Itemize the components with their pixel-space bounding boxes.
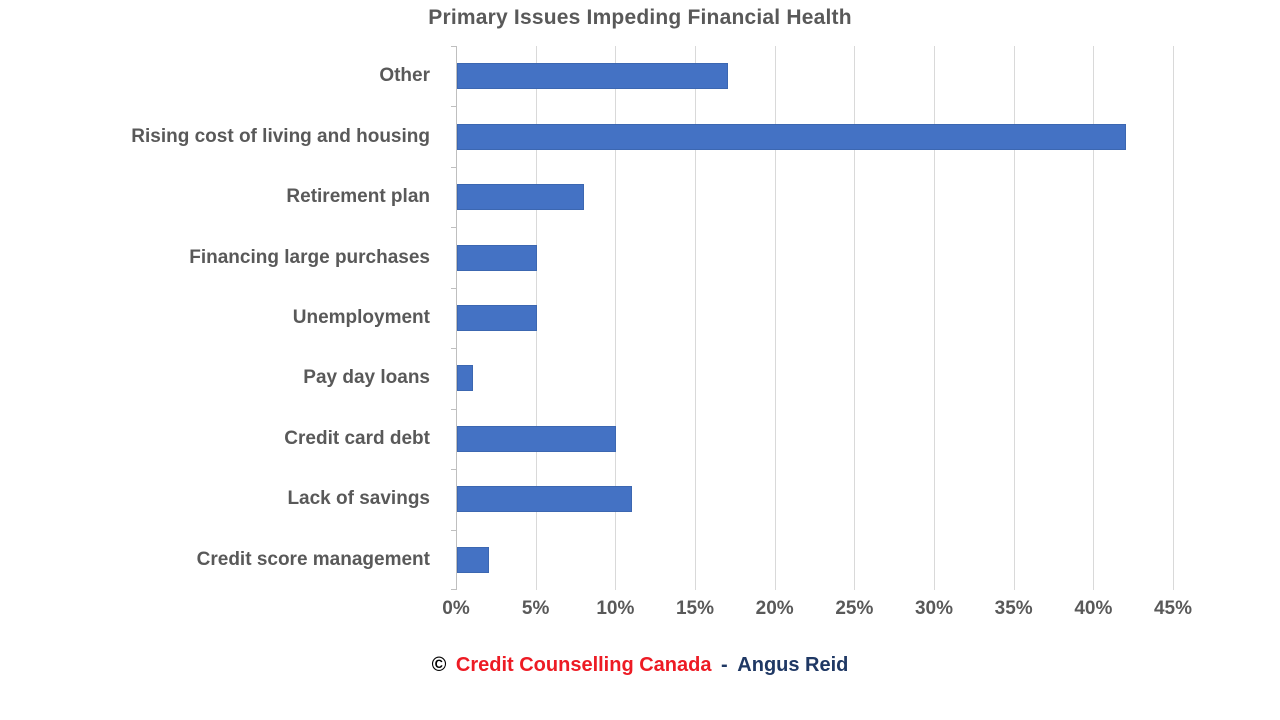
category-axis-tick [451,408,457,410]
category-axis-tick [451,46,457,47]
bar [457,184,585,211]
x-tick-label: 45% [1153,598,1193,619]
bar-row [457,106,1174,166]
bar-row [457,167,1174,227]
gridline [1093,46,1095,590]
category-label: Other [379,65,430,87]
category-axis-tick [451,287,457,289]
category-axis-tick [451,106,457,108]
gridline [933,46,935,590]
x-tick-label: 20% [755,598,794,619]
category-label: Credit card debt [284,427,430,449]
category-axis-tick [451,227,457,229]
category-axis-tick [451,529,457,531]
x-tick-label: 0% [442,598,470,619]
x-tick-label: 10% [596,598,635,619]
x-tick-label: 40% [1074,598,1113,619]
bar [457,123,1127,150]
x-tick-label: 5% [521,598,550,619]
category-label: Financing large purchases [189,246,430,268]
footer-separator: - [721,654,728,676]
category-axis-tick [451,469,457,471]
bar [457,244,537,271]
bar-row [457,227,1174,287]
category-label: Retirement plan [286,186,430,208]
x-tick-label: 25% [835,598,874,619]
footer-source-secondary: Angus Reid [737,654,849,676]
bar-row [457,469,1174,529]
bar [457,304,537,331]
chart-title: Primary Issues Impeding Financial Health [428,6,852,29]
plot-area [451,46,1174,590]
bar-row [457,409,1174,469]
bar-row [457,46,1174,106]
footer-source-primary: Credit Counselling Canada [455,654,712,676]
x-tick-label: 15% [675,598,715,619]
bar-rows [457,46,1174,590]
bar-row [457,530,1174,590]
bar-row [457,288,1174,348]
category-label: Rising cost of living and housing [131,125,430,147]
category-label: Unemployment [292,306,430,328]
gridline [615,46,617,590]
gridline [694,46,696,590]
bar [457,546,489,573]
bar [457,63,728,90]
bar [457,365,473,392]
bar-row [457,348,1174,408]
gridline [774,46,776,590]
x-tick-label: 30% [914,598,954,619]
category-axis-tick [451,166,457,168]
x-axis: 0% 5% 10% 15% 20% 25% 30% 35% 40% 45% [442,598,1192,626]
x-tick-label: 35% [994,598,1033,619]
category-axis-tick [451,348,457,350]
category-label: Pay day loans [303,367,430,389]
category-label: Credit score management [196,548,430,570]
gridline [1173,46,1174,590]
gridline [1013,46,1015,590]
copyright-icon: © [431,654,447,676]
footer-attribution: © Credit Counselling Canada - Angus Reid [0,654,1280,677]
bar [457,425,617,452]
category-axis-tick [451,589,457,590]
gridline [854,46,856,590]
category-label: Lack of savings [287,488,430,510]
bar [457,486,633,513]
category-labels: Other Rising cost of living and housing Re… [0,46,430,590]
